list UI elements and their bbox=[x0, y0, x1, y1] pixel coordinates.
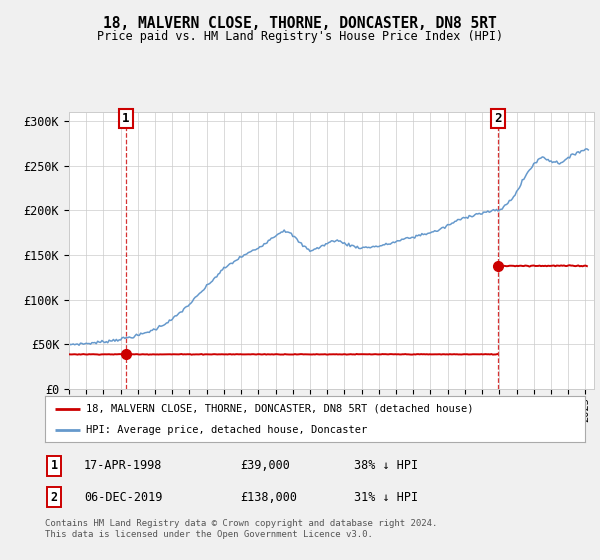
Text: 2: 2 bbox=[494, 112, 502, 125]
Text: £39,000: £39,000 bbox=[240, 459, 290, 473]
Text: 2: 2 bbox=[50, 491, 58, 504]
Text: 18, MALVERN CLOSE, THORNE, DONCASTER, DN8 5RT (detached house): 18, MALVERN CLOSE, THORNE, DONCASTER, DN… bbox=[86, 404, 473, 414]
Text: Contains HM Land Registry data © Crown copyright and database right 2024.
This d: Contains HM Land Registry data © Crown c… bbox=[45, 520, 437, 539]
Text: 06-DEC-2019: 06-DEC-2019 bbox=[84, 491, 163, 504]
Text: 17-APR-1998: 17-APR-1998 bbox=[84, 459, 163, 473]
Text: 1: 1 bbox=[50, 459, 58, 473]
Text: HPI: Average price, detached house, Doncaster: HPI: Average price, detached house, Donc… bbox=[86, 425, 367, 435]
Text: Price paid vs. HM Land Registry's House Price Index (HPI): Price paid vs. HM Land Registry's House … bbox=[97, 30, 503, 43]
Text: 31% ↓ HPI: 31% ↓ HPI bbox=[354, 491, 418, 504]
Text: 18, MALVERN CLOSE, THORNE, DONCASTER, DN8 5RT: 18, MALVERN CLOSE, THORNE, DONCASTER, DN… bbox=[103, 16, 497, 31]
Text: 38% ↓ HPI: 38% ↓ HPI bbox=[354, 459, 418, 473]
Text: 1: 1 bbox=[122, 112, 130, 125]
Text: £138,000: £138,000 bbox=[240, 491, 297, 504]
